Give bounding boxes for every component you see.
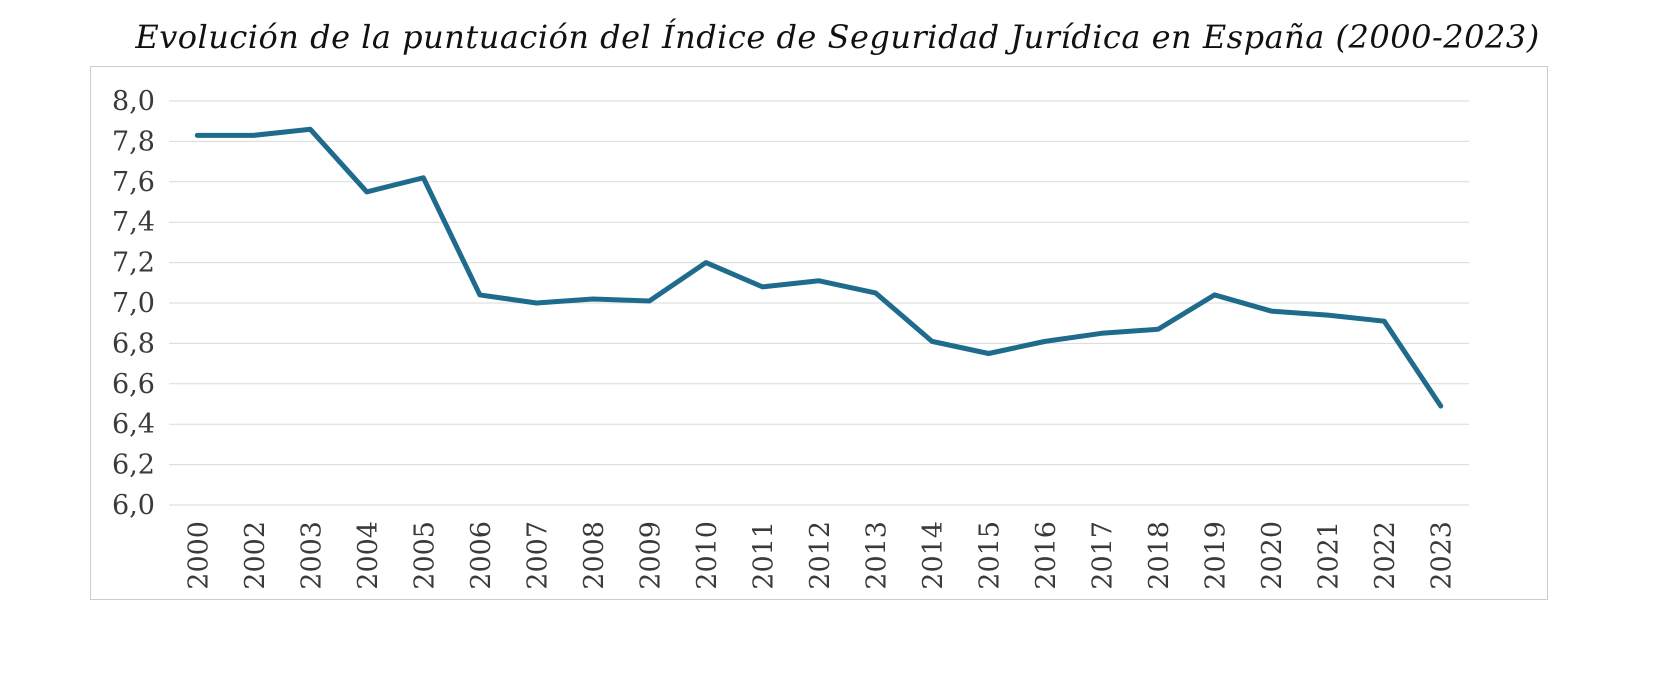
x-tick-label: 2005: [409, 521, 440, 590]
line-chart: 8,0 7,8 7,6 7,4 7,2 7,0 6,8 6,6 6,4 6,2 6,0 2000 200…: [112, 86, 1469, 590]
x-tick-label: 2019: [1201, 521, 1232, 590]
x-tick-label: 2011: [748, 521, 779, 590]
y-tick-label: 6,8: [112, 328, 155, 359]
y-tick-label: 7,6: [112, 167, 155, 198]
chart-title: Evolución de la puntuación del Índice de…: [135, 18, 1540, 56]
x-tick-label: 2010: [692, 521, 723, 590]
y-tick-label: 6,6: [112, 369, 155, 400]
x-tick-label: 2002: [240, 521, 271, 590]
y-tick-label: 6,4: [112, 409, 155, 440]
x-tick-label: 2013: [862, 521, 893, 590]
y-tick-label: 7,2: [112, 248, 155, 279]
x-tick-label: 2006: [466, 521, 497, 590]
series-line: [194, 126, 1444, 409]
x-tick-label: 2009: [635, 521, 666, 590]
x-tick-label: 2017: [1088, 521, 1119, 590]
y-tick-label: 7,8: [112, 126, 155, 157]
x-tick-label: 2015: [975, 521, 1006, 590]
x-tick-label: 2014: [918, 521, 949, 590]
x-tick-label: 2020: [1257, 521, 1288, 590]
x-tick-label: 2008: [579, 521, 610, 590]
x-tick-label: 2023: [1427, 521, 1458, 590]
x-tick-label: 2007: [522, 521, 553, 590]
x-tick-label: 2018: [1144, 521, 1175, 590]
x-tick-label: 2003: [296, 521, 327, 590]
y-tick-label: 6,0: [112, 490, 155, 521]
y-tick-label: 6,2: [112, 450, 155, 481]
x-tick-label: 2012: [805, 521, 836, 590]
x-tick-label: 2000: [183, 521, 214, 590]
y-tick-label: 7,4: [112, 207, 155, 238]
x-tick-label: 2004: [353, 521, 384, 590]
x-tick-label: 2022: [1370, 521, 1401, 590]
x-tick-label: 2016: [1031, 521, 1062, 590]
x-tick-label: 2021: [1314, 521, 1345, 590]
y-tick-label: 7,0: [112, 288, 155, 319]
chart-frame: 8,0 7,8 7,6 7,4 7,2 7,0 6,8 6,6 6,4 6,2 6,0 2000 200…: [90, 66, 1548, 600]
y-tick-label: 8,0: [112, 86, 155, 117]
